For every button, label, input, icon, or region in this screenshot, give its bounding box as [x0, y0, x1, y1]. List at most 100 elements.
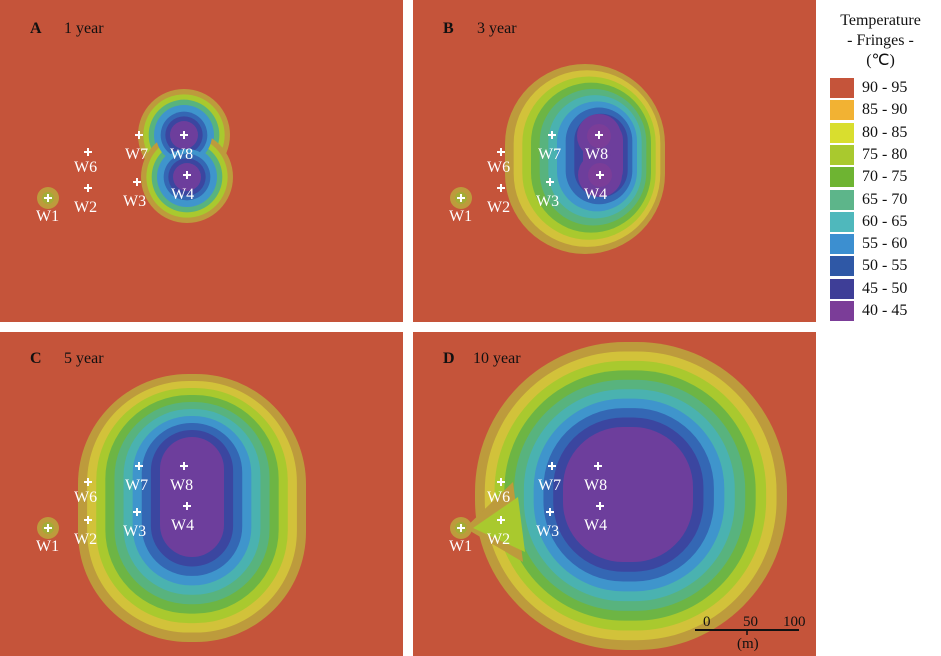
scale-tick-50: 50: [743, 614, 758, 630]
well-label: W1: [36, 208, 59, 225]
well-label: W4: [584, 517, 607, 534]
well-label: W8: [584, 477, 607, 494]
panel-c: C 5 year W1 W2 W3 W4 W6 W7 W8: [0, 332, 403, 656]
well-w2: W2: [74, 516, 97, 548]
well-w4: W4: [171, 502, 194, 534]
legend-swatch: [830, 122, 854, 143]
well-label: W7: [538, 146, 561, 163]
well-w8: W8: [584, 462, 607, 494]
well-w3: W3: [123, 508, 146, 540]
legend-swatch: [830, 256, 854, 277]
scale-bar: 0 50 100 (m): [695, 614, 806, 652]
legend-swatch: [830, 167, 854, 188]
panel-d-map: D 10 year 0 50 100 (m) W1 W2 W3 W4 W6 W7 W8: [413, 332, 816, 656]
well-w1: W1: [449, 194, 472, 225]
well-label: W3: [123, 523, 146, 540]
d-tail-fringe: [473, 497, 525, 552]
legend-label: 60 - 65: [862, 212, 908, 230]
well-label: W4: [171, 186, 194, 203]
well-w1: W1: [36, 524, 59, 555]
panel-d: D 10 year 0 50 100 (m) W1 W2 W3 W4 W6 W7 W8: [413, 332, 816, 656]
well-w4: W4: [584, 502, 607, 534]
well-label: W8: [170, 477, 193, 494]
well-label: W7: [125, 477, 148, 494]
legend-swatch: [830, 211, 854, 232]
well-label: W6: [487, 489, 510, 506]
legend-label: 70 - 75: [862, 168, 908, 186]
well-label: W7: [125, 146, 148, 163]
well-label: W2: [74, 199, 97, 216]
well-label: W3: [123, 193, 146, 210]
legend-swatch: [830, 234, 854, 255]
legend-label: 75 - 80: [862, 145, 908, 163]
d-plume-fringe: [563, 427, 693, 562]
legend-swatch: [830, 189, 854, 210]
panel-b-letter: B: [443, 20, 454, 37]
well-label: W7: [538, 477, 561, 494]
well-label: W3: [536, 193, 559, 210]
well-label: W2: [487, 531, 510, 548]
legend-label: 40 - 45: [862, 302, 908, 319]
scale-tick-100: 100: [783, 614, 806, 630]
panel-a-map: A 1 year W1 W2 W3 W4 W6 W7 W8: [0, 0, 403, 322]
well-label: W6: [74, 159, 97, 176]
legend-label: 90 - 95: [862, 79, 908, 96]
panel-d-title: 10 year: [473, 350, 521, 367]
legend-label: 80 - 85: [862, 123, 908, 141]
well-w6: W6: [74, 478, 97, 506]
legend-swatch: [830, 278, 854, 299]
well-w1: W1: [36, 194, 59, 225]
well-w7: W7: [538, 131, 561, 163]
well-w8: W8: [585, 131, 608, 163]
well-label: W4: [584, 186, 607, 203]
panel-b-title: 3 year: [477, 20, 517, 37]
panel-c-map: C 5 year W1 W2 W3 W4 W6 W7 W8: [0, 332, 403, 656]
legend-title-line-3: (℃): [866, 52, 895, 69]
well-w6: W6: [487, 148, 510, 176]
well-label: W3: [536, 523, 559, 540]
panel-d-letter: D: [443, 350, 455, 367]
well-w2: W2: [487, 184, 510, 216]
panel-c-title: 5 year: [64, 350, 104, 367]
legend-title-line-1: Temperature: [840, 12, 921, 29]
well-label: W6: [74, 489, 97, 506]
panel-a: A 1 year W1 W2 W3 W4 W6 W7 W8: [0, 0, 403, 322]
legend-label: 45 - 50: [862, 279, 908, 297]
well-label: W2: [74, 531, 97, 548]
panel-b: B 3 year W1 W2 W3 W4 W6 W7 W8: [413, 0, 816, 322]
well-w4: W4: [171, 171, 194, 203]
legend-swatch: [830, 78, 854, 98]
well-label: W6: [487, 159, 510, 176]
well-label: W1: [449, 538, 472, 555]
well-w4: W4: [584, 171, 607, 203]
well-w7: W7: [538, 462, 561, 494]
well-w6: W6: [74, 148, 97, 176]
legend-label: 65 - 70: [862, 190, 908, 208]
legend-title-line-2: - Fringes -: [847, 32, 914, 49]
well-label: W8: [170, 146, 193, 163]
c-plume-fringe: [160, 437, 224, 557]
well-label: W4: [171, 517, 194, 534]
panel-b-map: B 3 year W1 W2 W3 W4 W6 W7 W8: [413, 0, 816, 322]
well-w7: W7: [125, 462, 148, 494]
panel-c-letter: C: [30, 350, 42, 367]
scale-tick-0: 0: [703, 614, 711, 630]
well-label: W1: [36, 538, 59, 555]
legend-swatch: [830, 301, 854, 321]
well-label: W1: [449, 208, 472, 225]
well-w8: W8: [170, 462, 193, 494]
well-w3: W3: [536, 178, 559, 210]
well-w7: W7: [125, 131, 148, 163]
well-w2: W2: [74, 184, 97, 216]
legend-swatch: [830, 144, 854, 165]
well-label: W2: [487, 199, 510, 216]
well-w3: W3: [536, 508, 559, 540]
well-w2: W2: [487, 516, 510, 548]
temperature-legend: Temperature - Fringes - (℃) 90 - 95 85 - …: [820, 0, 941, 330]
well-w6: W6: [487, 478, 510, 506]
well-label: W8: [585, 146, 608, 163]
legend-label: 85 - 90: [862, 101, 908, 119]
legend-label: 50 - 55: [862, 257, 908, 275]
scale-unit: (m): [737, 636, 759, 652]
well-w1: W1: [449, 524, 472, 555]
